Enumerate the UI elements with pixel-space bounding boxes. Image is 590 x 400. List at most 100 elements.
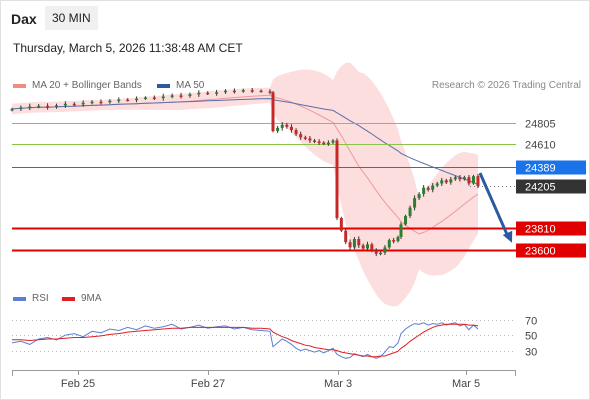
legend-rsi-swatch: [13, 296, 26, 301]
candle-17: [161, 96, 165, 99]
candle-68: [440, 180, 444, 184]
legend-rsi-ma-swatch: [62, 296, 75, 301]
candle-72: [458, 177, 462, 180]
candle-13: [126, 99, 130, 102]
candle-2: [28, 106, 32, 108]
legend-rsi-label: RSI: [32, 293, 49, 304]
level-label-24805: 24805: [525, 119, 556, 131]
datetime-label: Thursday, March 5, 2026 11:38:48 AM CET: [13, 41, 243, 55]
candle-43: [331, 140, 335, 143]
candle-29: [268, 91, 272, 93]
symbol-title: Dax: [11, 11, 37, 27]
legend-ma50: MA 50: [157, 80, 204, 91]
rsi-tick-30: 30: [525, 347, 537, 359]
level-tag-24205: [516, 179, 586, 194]
candle-59: [399, 224, 403, 237]
legend-bollinger-swatch: [13, 83, 26, 88]
x-tick-label-1: Feb 27: [191, 378, 225, 390]
candle-14: [135, 98, 139, 101]
candle-26: [241, 90, 245, 92]
candle-12: [117, 99, 121, 102]
candle-28: [259, 90, 263, 93]
candle-46: [344, 230, 348, 243]
candle-16: [152, 97, 156, 100]
level-label-23810: 23810: [525, 224, 556, 236]
candle-50: [361, 245, 365, 249]
candle-57: [392, 240, 396, 242]
x-tick-label-0: Feb 25: [61, 378, 95, 390]
candle-54: [379, 252, 383, 255]
candle-71: [453, 177, 457, 180]
candle-53: [374, 250, 378, 254]
level-label-24389: 24389: [525, 163, 556, 175]
rsi-line: [11, 322, 479, 359]
candle-22: [206, 92, 210, 95]
level-tag-23810: [516, 221, 586, 236]
candle-70: [449, 179, 453, 183]
candle-58: [396, 236, 400, 242]
x-tick-label-2: Mar 3: [324, 378, 352, 390]
candle-21: [197, 92, 201, 95]
level-tag-23600: [516, 243, 586, 258]
candle-75: [471, 176, 475, 184]
level-label-24205: 24205: [525, 182, 556, 194]
candle-19: [179, 95, 183, 97]
level-label-23600: 23600: [525, 246, 556, 258]
candle-0: [10, 109, 14, 111]
candle-65: [426, 187, 430, 190]
candle-33: [285, 124, 289, 127]
level-label-24610: 24610: [525, 140, 556, 152]
candle-61: [408, 207, 412, 216]
candle-69: [444, 180, 448, 183]
candle-37: [303, 137, 307, 139]
candle-8: [81, 102, 85, 105]
candle-62: [413, 198, 417, 208]
level-tag-24389: [516, 160, 586, 175]
candle-4: [46, 105, 50, 108]
rsi-tick-70: 70: [525, 316, 537, 328]
candle-55: [383, 247, 387, 253]
legend-ma50-label: MA 50: [176, 80, 205, 91]
candle-18: [170, 95, 174, 97]
candle-25: [232, 90, 236, 93]
candle-74: [467, 177, 471, 184]
candle-42: [326, 142, 330, 145]
candle-51: [366, 244, 369, 249]
candle-32: [280, 124, 284, 128]
candle-48: [352, 239, 356, 248]
candle-1: [19, 107, 23, 110]
legend-bollinger: MA 20 + Bollinger Bands: [13, 80, 142, 91]
candle-52: [370, 244, 374, 251]
rsi-tick-50: 50: [525, 331, 537, 343]
candle-60: [404, 215, 408, 225]
candle-76: [476, 176, 480, 187]
candle-39: [313, 140, 317, 142]
candle-30: [271, 92, 275, 132]
candle-47: [348, 242, 352, 248]
legend-ma50-swatch: [157, 83, 170, 88]
candle-35: [294, 130, 298, 135]
legend-rsi-ma-label: 9MA: [81, 293, 102, 304]
candle-44: [335, 140, 339, 219]
candle-66: [431, 185, 435, 190]
candle-6: [63, 103, 67, 106]
candle-27: [250, 90, 254, 92]
candle-34: [289, 126, 293, 131]
forecast-arrow-head: [502, 230, 513, 243]
candle-10: [99, 101, 103, 104]
candle-15: [143, 97, 147, 100]
candle-45: [339, 218, 343, 231]
candle-41: [322, 142, 326, 145]
candle-38: [308, 138, 312, 141]
rsi-ma-line: [12, 323, 479, 358]
candle-73: [462, 177, 466, 180]
interval-button[interactable]: 30 MIN: [45, 6, 98, 30]
candle-67: [435, 183, 439, 186]
candle-11: [108, 100, 112, 103]
legend-rsi-ma: 9MA: [62, 293, 102, 304]
legend-rsi: RSI: [13, 293, 49, 304]
candle-9: [90, 101, 94, 104]
candle-7: [72, 103, 76, 106]
ma50-line: [11, 98, 479, 185]
